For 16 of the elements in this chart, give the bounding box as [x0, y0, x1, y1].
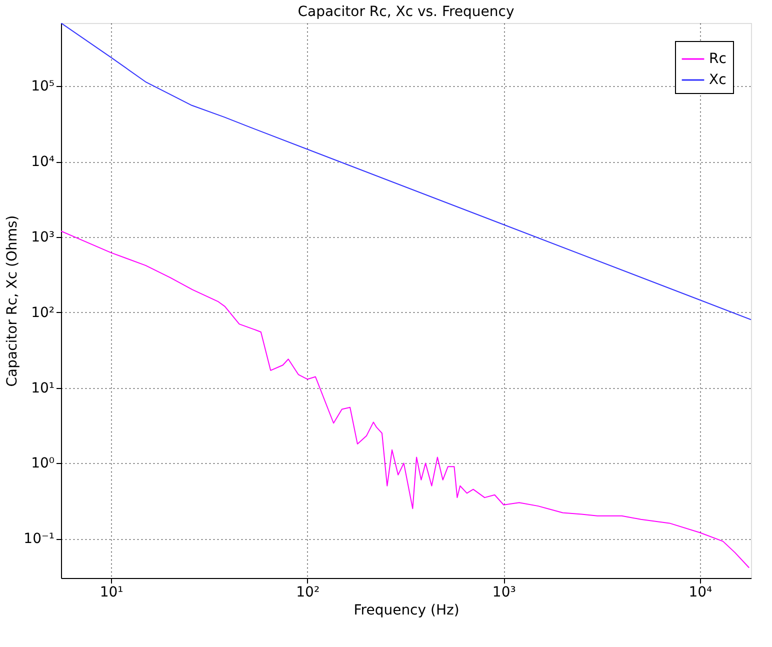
- legend-label: Xc: [709, 72, 726, 88]
- x-tick-label: 10³: [492, 584, 516, 600]
- x-tick-label: 10¹: [100, 584, 124, 600]
- y-tick-label: 10³: [31, 230, 54, 246]
- chart-title: Capacitor Rc, Xc vs. Frequency: [298, 4, 514, 20]
- x-axis-title: Frequency (Hz): [354, 602, 460, 618]
- y-tick-label: 10⁻¹: [24, 531, 54, 548]
- x-tick-label: 10⁴: [688, 584, 713, 600]
- x-tick-label: 10²: [296, 584, 320, 600]
- y-tick-label: 10⁰: [31, 456, 55, 472]
- y-tick-label: 10¹: [31, 380, 54, 396]
- y-axis-title: Capacitor Rc, Xc (Ohms): [4, 215, 21, 387]
- y-tick-label: 10²: [31, 304, 54, 321]
- y-tick-label: 10⁵: [31, 78, 54, 95]
- y-tick-label: 10⁴: [31, 154, 55, 170]
- legend-label: Rc: [709, 51, 726, 67]
